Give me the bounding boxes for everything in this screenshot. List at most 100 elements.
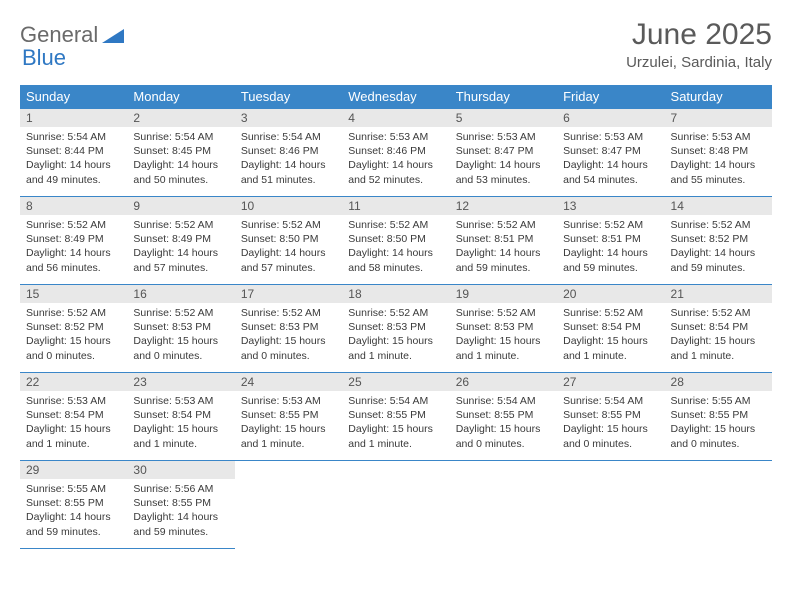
day-number: 12 <box>450 197 557 215</box>
calendar-day-cell: 2Sunrise: 5:54 AMSunset: 8:45 PMDaylight… <box>127 109 234 197</box>
day-number: 26 <box>450 373 557 391</box>
daylight-text-2: and 1 minute. <box>671 349 766 363</box>
daylight-text-1: Daylight: 15 hours <box>456 422 551 436</box>
daylight-text-1: Daylight: 14 hours <box>26 246 121 260</box>
calendar-week-row: 22Sunrise: 5:53 AMSunset: 8:54 PMDayligh… <box>20 373 772 461</box>
day-details: Sunrise: 5:52 AMSunset: 8:51 PMDaylight:… <box>557 215 664 279</box>
day-number: 24 <box>235 373 342 391</box>
day-details: Sunrise: 5:54 AMSunset: 8:44 PMDaylight:… <box>20 127 127 191</box>
calendar-day-cell <box>450 461 557 549</box>
day-number: 8 <box>20 197 127 215</box>
logo-word-blue: Blue <box>22 45 66 70</box>
day-details: Sunrise: 5:52 AMSunset: 8:53 PMDaylight:… <box>342 303 449 367</box>
day-details: Sunrise: 5:54 AMSunset: 8:45 PMDaylight:… <box>127 127 234 191</box>
day-number: 25 <box>342 373 449 391</box>
calendar-day-cell <box>665 461 772 549</box>
day-details: Sunrise: 5:52 AMSunset: 8:51 PMDaylight:… <box>450 215 557 279</box>
sunset-text: Sunset: 8:46 PM <box>241 144 336 158</box>
daylight-text-1: Daylight: 15 hours <box>241 422 336 436</box>
calendar-day-cell: 4Sunrise: 5:53 AMSunset: 8:46 PMDaylight… <box>342 109 449 197</box>
daylight-text-1: Daylight: 15 hours <box>563 334 658 348</box>
calendar-week-row: 29Sunrise: 5:55 AMSunset: 8:55 PMDayligh… <box>20 461 772 549</box>
logo-triangle-icon <box>102 27 124 43</box>
day-details: Sunrise: 5:52 AMSunset: 8:49 PMDaylight:… <box>127 215 234 279</box>
day-number: 19 <box>450 285 557 303</box>
day-details: Sunrise: 5:52 AMSunset: 8:53 PMDaylight:… <box>235 303 342 367</box>
daylight-text-1: Daylight: 14 hours <box>26 510 121 524</box>
calendar-day-cell: 24Sunrise: 5:53 AMSunset: 8:55 PMDayligh… <box>235 373 342 461</box>
sunset-text: Sunset: 8:53 PM <box>348 320 443 334</box>
day-details: Sunrise: 5:52 AMSunset: 8:49 PMDaylight:… <box>20 215 127 279</box>
day-number: 18 <box>342 285 449 303</box>
day-details: Sunrise: 5:53 AMSunset: 8:48 PMDaylight:… <box>665 127 772 191</box>
calendar-day-cell: 10Sunrise: 5:52 AMSunset: 8:50 PMDayligh… <box>235 197 342 285</box>
calendar-day-cell: 27Sunrise: 5:54 AMSunset: 8:55 PMDayligh… <box>557 373 664 461</box>
sunset-text: Sunset: 8:45 PM <box>133 144 228 158</box>
calendar-day-cell: 14Sunrise: 5:52 AMSunset: 8:52 PMDayligh… <box>665 197 772 285</box>
day-details: Sunrise: 5:56 AMSunset: 8:55 PMDaylight:… <box>127 479 234 543</box>
day-details: Sunrise: 5:52 AMSunset: 8:50 PMDaylight:… <box>235 215 342 279</box>
sunset-text: Sunset: 8:54 PM <box>671 320 766 334</box>
calendar-day-cell: 7Sunrise: 5:53 AMSunset: 8:48 PMDaylight… <box>665 109 772 197</box>
calendar-day-cell: 1Sunrise: 5:54 AMSunset: 8:44 PMDaylight… <box>20 109 127 197</box>
day-number: 16 <box>127 285 234 303</box>
day-details: Sunrise: 5:54 AMSunset: 8:46 PMDaylight:… <box>235 127 342 191</box>
daylight-text-2: and 59 minutes. <box>563 261 658 275</box>
day-number: 11 <box>342 197 449 215</box>
daylight-text-2: and 52 minutes. <box>348 173 443 187</box>
sunrise-text: Sunrise: 5:54 AM <box>456 394 551 408</box>
sunrise-text: Sunrise: 5:54 AM <box>133 130 228 144</box>
calendar-day-cell: 17Sunrise: 5:52 AMSunset: 8:53 PMDayligh… <box>235 285 342 373</box>
sunset-text: Sunset: 8:54 PM <box>26 408 121 422</box>
day-details: Sunrise: 5:55 AMSunset: 8:55 PMDaylight:… <box>665 391 772 455</box>
day-number: 17 <box>235 285 342 303</box>
weekday-header: Thursday <box>450 85 557 109</box>
day-number: 27 <box>557 373 664 391</box>
sunset-text: Sunset: 8:50 PM <box>348 232 443 246</box>
calendar-day-cell <box>235 461 342 549</box>
calendar-day-cell <box>342 461 449 549</box>
sunrise-text: Sunrise: 5:52 AM <box>456 218 551 232</box>
daylight-text-2: and 57 minutes. <box>241 261 336 275</box>
day-details: Sunrise: 5:53 AMSunset: 8:55 PMDaylight:… <box>235 391 342 455</box>
daylight-text-1: Daylight: 14 hours <box>563 158 658 172</box>
sunrise-text: Sunrise: 5:53 AM <box>241 394 336 408</box>
calendar-day-cell: 29Sunrise: 5:55 AMSunset: 8:55 PMDayligh… <box>20 461 127 549</box>
daylight-text-2: and 1 minute. <box>348 349 443 363</box>
daylight-text-1: Daylight: 15 hours <box>456 334 551 348</box>
daylight-text-2: and 0 minutes. <box>671 437 766 451</box>
weekday-header: Friday <box>557 85 664 109</box>
day-details: Sunrise: 5:52 AMSunset: 8:52 PMDaylight:… <box>665 215 772 279</box>
day-number: 4 <box>342 109 449 127</box>
day-number: 2 <box>127 109 234 127</box>
daylight-text-1: Daylight: 15 hours <box>671 334 766 348</box>
sunrise-text: Sunrise: 5:52 AM <box>348 306 443 320</box>
weekday-header: Monday <box>127 85 234 109</box>
sunrise-text: Sunrise: 5:52 AM <box>241 306 336 320</box>
sunrise-text: Sunrise: 5:53 AM <box>671 130 766 144</box>
location-label: Urzulei, Sardinia, Italy <box>626 54 772 71</box>
daylight-text-2: and 0 minutes. <box>563 437 658 451</box>
weekday-header: Sunday <box>20 85 127 109</box>
daylight-text-1: Daylight: 14 hours <box>563 246 658 260</box>
daylight-text-2: and 0 minutes. <box>456 437 551 451</box>
calendar-week-row: 15Sunrise: 5:52 AMSunset: 8:52 PMDayligh… <box>20 285 772 373</box>
daylight-text-2: and 56 minutes. <box>26 261 121 275</box>
day-number: 9 <box>127 197 234 215</box>
day-details: Sunrise: 5:52 AMSunset: 8:50 PMDaylight:… <box>342 215 449 279</box>
daylight-text-2: and 1 minute. <box>26 437 121 451</box>
logo: General <box>20 18 124 48</box>
sunrise-text: Sunrise: 5:53 AM <box>563 130 658 144</box>
sunrise-text: Sunrise: 5:54 AM <box>563 394 658 408</box>
daylight-text-1: Daylight: 14 hours <box>456 246 551 260</box>
calendar-day-cell: 26Sunrise: 5:54 AMSunset: 8:55 PMDayligh… <box>450 373 557 461</box>
weekday-header: Wednesday <box>342 85 449 109</box>
sunset-text: Sunset: 8:47 PM <box>563 144 658 158</box>
calendar-day-cell: 25Sunrise: 5:54 AMSunset: 8:55 PMDayligh… <box>342 373 449 461</box>
daylight-text-1: Daylight: 14 hours <box>348 246 443 260</box>
daylight-text-2: and 1 minute. <box>241 437 336 451</box>
sunrise-text: Sunrise: 5:52 AM <box>26 218 121 232</box>
sunset-text: Sunset: 8:52 PM <box>671 232 766 246</box>
daylight-text-2: and 54 minutes. <box>563 173 658 187</box>
daylight-text-1: Daylight: 15 hours <box>348 334 443 348</box>
